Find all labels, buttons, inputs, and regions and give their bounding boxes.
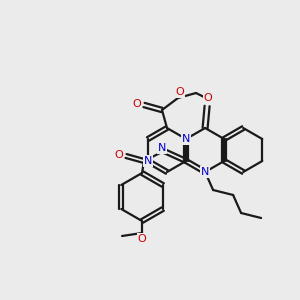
Text: N: N bbox=[182, 134, 190, 144]
Text: O: O bbox=[176, 87, 184, 97]
Text: N: N bbox=[201, 167, 209, 177]
Text: O: O bbox=[115, 150, 123, 160]
Text: O: O bbox=[138, 234, 146, 244]
Text: N: N bbox=[158, 143, 166, 153]
Text: O: O bbox=[204, 93, 212, 103]
Text: O: O bbox=[133, 99, 141, 109]
Text: N: N bbox=[144, 156, 152, 166]
